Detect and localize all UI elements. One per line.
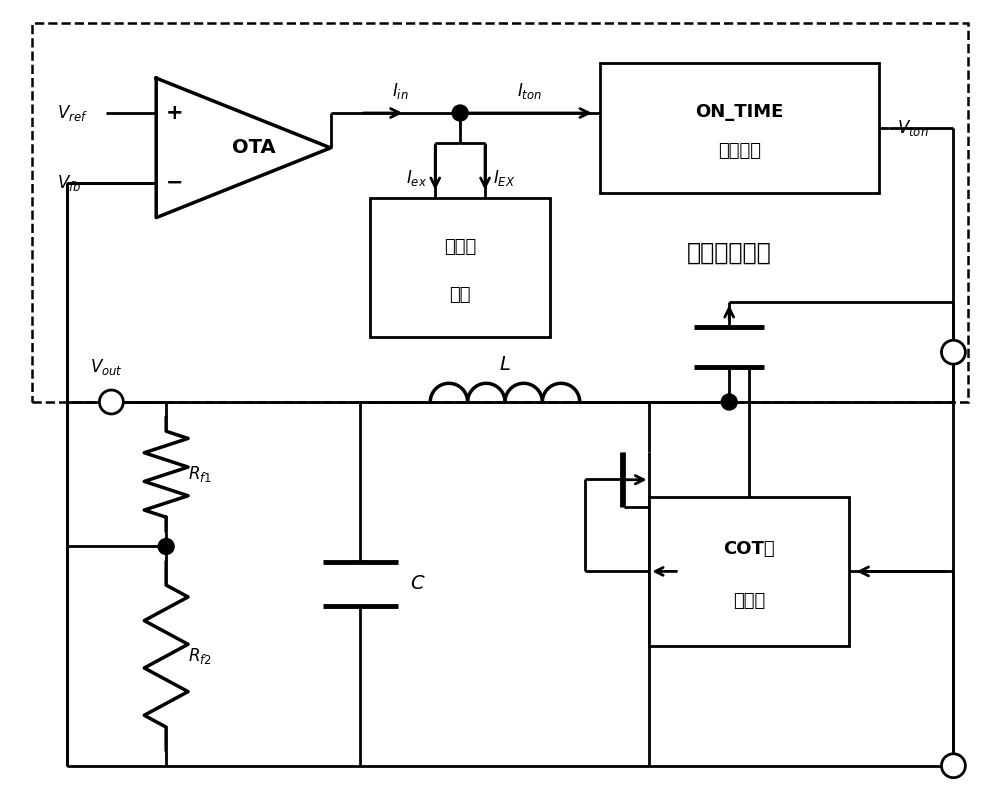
Text: $I_{ton}$: $I_{ton}$ — [517, 81, 542, 101]
Bar — [600, 63, 879, 192]
Circle shape — [721, 394, 737, 410]
Text: $L$: $L$ — [499, 354, 511, 374]
Bar — [649, 496, 849, 646]
Text: −: − — [165, 172, 183, 192]
Bar — [370, 198, 550, 337]
Text: 电流镜: 电流镜 — [444, 237, 476, 256]
Circle shape — [158, 538, 174, 554]
Circle shape — [99, 390, 123, 414]
Text: $V_{out}$: $V_{out}$ — [90, 357, 123, 377]
Text: 模块: 模块 — [449, 286, 471, 305]
Text: 制模块: 制模块 — [733, 593, 765, 610]
Text: $V_{fb}$: $V_{fb}$ — [57, 172, 81, 192]
Text: $I_{in}$: $I_{in}$ — [392, 81, 409, 101]
Text: $I_{EX}$: $I_{EX}$ — [493, 168, 515, 188]
Text: $I_{ex}$: $I_{ex}$ — [406, 168, 427, 188]
Text: COT控: COT控 — [723, 540, 775, 558]
Bar — [32, 23, 968, 402]
Text: OTA: OTA — [232, 139, 275, 157]
Text: 瞬态增强电路: 瞬态增强电路 — [687, 241, 772, 265]
Circle shape — [941, 340, 965, 364]
Text: $R_{f1}$: $R_{f1}$ — [188, 464, 212, 484]
Circle shape — [941, 754, 965, 778]
Text: +: + — [165, 103, 183, 123]
Circle shape — [452, 105, 468, 121]
Text: $C$: $C$ — [410, 574, 426, 593]
Text: 计时模块: 计时模块 — [718, 142, 761, 160]
Text: $R_{f2}$: $R_{f2}$ — [188, 646, 212, 666]
Text: ON_TIME: ON_TIME — [695, 103, 783, 121]
Text: $V_{ton}$: $V_{ton}$ — [897, 118, 928, 138]
Text: $V_{ref}$: $V_{ref}$ — [57, 103, 87, 123]
